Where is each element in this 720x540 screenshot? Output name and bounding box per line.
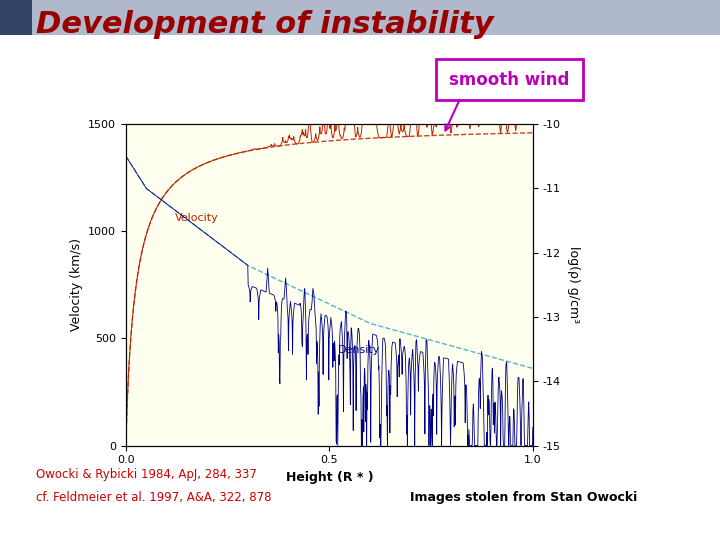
Y-axis label: log(ρ) g/cm³: log(ρ) g/cm³ bbox=[567, 246, 580, 323]
Text: Velocity: Velocity bbox=[175, 213, 219, 222]
X-axis label: Height (R * ): Height (R * ) bbox=[286, 471, 373, 484]
Text: Development of instability: Development of instability bbox=[36, 10, 494, 39]
Text: smooth wind: smooth wind bbox=[449, 71, 570, 89]
Text: Images stolen from Stan Owocki: Images stolen from Stan Owocki bbox=[410, 491, 638, 504]
Text: cf. Feldmeier et al. 1997, A&A, 322, 878: cf. Feldmeier et al. 1997, A&A, 322, 878 bbox=[36, 491, 271, 504]
Text: Density: Density bbox=[338, 346, 380, 355]
Text: Owocki & Rybicki 1984, ApJ, 284, 337: Owocki & Rybicki 1984, ApJ, 284, 337 bbox=[36, 468, 257, 481]
Y-axis label: Velocity (km/s): Velocity (km/s) bbox=[70, 238, 83, 332]
